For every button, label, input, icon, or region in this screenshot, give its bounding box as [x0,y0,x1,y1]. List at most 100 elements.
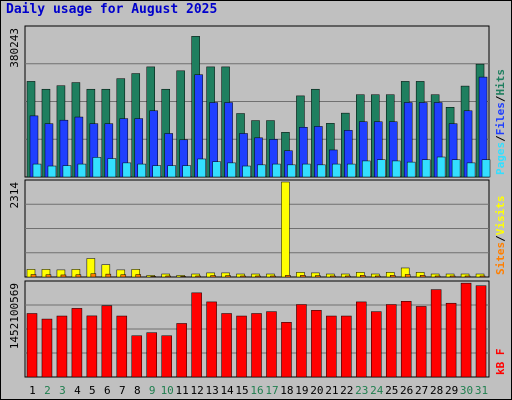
bar-kbytes [266,311,277,378]
x-tick-label: 3 [59,384,66,397]
bar-pages [362,160,371,178]
y-scale-label: 2314 [8,182,21,209]
bar-kbytes [221,313,232,378]
x-tick-label: 21 [325,384,338,397]
bar-pages [391,160,401,178]
bar-kbytes [356,301,367,378]
bar-kbytes [71,308,83,378]
legend-entry: Files [494,102,507,135]
bar-sites [180,276,186,278]
legend-entry: F [494,349,507,356]
bar-kbytes [131,335,143,378]
bar-pages [197,158,206,178]
series-legend: kB F [494,349,507,376]
x-tick-label: 24 [370,384,384,397]
x-tick-label: 30 [460,384,473,397]
bar-pages [182,165,191,178]
legend-separator: / [494,135,507,142]
bar-sites [90,273,97,278]
bar-kbytes [445,302,457,378]
bar-pages [152,165,161,178]
bar-kbytes [86,315,98,378]
y-scale-label: 380243 [8,28,21,68]
bar-pages [32,163,42,178]
bar-sites [60,274,67,278]
bar-kbytes [400,301,412,378]
bar-pages [122,162,132,178]
x-tick-label: 18 [280,384,293,397]
bar-pages [377,159,386,178]
bar-pages [167,165,176,178]
bar-kbytes [371,311,382,378]
bar-sites [375,275,381,278]
series-legend: Pages/Files/Hits [494,69,507,175]
bar-sites [464,275,471,278]
x-tick-label: 14 [220,384,234,397]
bar-pages [92,157,102,178]
bar-sites [255,275,261,278]
bar-kbytes [176,323,187,378]
bar-sites [270,275,276,278]
bar-sites [225,275,231,278]
legend-entry: Hits [494,69,507,96]
bar-sites [45,274,52,278]
x-tick-label: 4 [74,384,81,397]
x-tick-label: 15 [235,384,248,397]
bar-sites [240,275,246,278]
bar-pages [481,159,491,178]
bar-sites [195,275,201,278]
bar-pages [137,163,147,178]
bar-kbytes [41,318,53,378]
bar-sites [75,274,82,278]
bar-kbytes [101,305,113,378]
bar-kbytes [281,322,292,378]
bar-sites [285,275,291,278]
x-tick-label: 5 [89,384,96,397]
bar-kbytes [146,332,157,378]
y-scale-label: 1452100569 [8,283,21,349]
bar-sites [315,275,321,278]
legend-entry: kB [494,361,507,375]
bar-sites [30,274,37,278]
bar-kbytes [460,282,472,378]
x-tick-label: 20 [310,384,323,397]
bar-kbytes [56,315,68,378]
legend-entry: Sites [494,242,507,275]
x-tick-label: 12 [191,384,204,397]
bar-visits [281,181,290,278]
bar-kbytes [430,289,442,378]
bar-sites [360,275,366,278]
x-tick-label: 11 [176,384,189,397]
bar-kbytes [326,315,337,378]
bar-sites [449,275,456,278]
bar-kbytes [311,310,322,378]
bar-kbytes [26,313,38,378]
bar-sites [120,274,127,278]
bar-kbytes [475,285,487,378]
bar-kbytes [415,306,427,378]
bar-sites [135,274,142,278]
bar-sites [105,273,112,278]
x-tick-label: 22 [340,384,353,397]
x-tick-label: 26 [400,384,413,397]
bar-pages [406,161,416,178]
x-tick-label: 2 [44,384,51,397]
bar-kbytes [251,313,262,378]
bar-kbytes [161,335,172,378]
x-tick-label: 25 [385,384,398,397]
bar-sites [330,275,336,278]
bar-kbytes [341,315,352,378]
x-tick-label: 23 [355,384,368,397]
bar-pages [421,159,431,178]
bar-kbytes [116,315,128,378]
bar-sites [345,275,351,278]
bar-pages [347,163,356,178]
x-tick-label: 29 [445,384,458,397]
legend-entry: Visits [494,196,507,236]
bar-pages [287,164,296,178]
bar-pages [317,164,326,178]
bar-pages [77,163,87,178]
bar-pages [227,162,236,178]
bar-sites [300,275,306,278]
